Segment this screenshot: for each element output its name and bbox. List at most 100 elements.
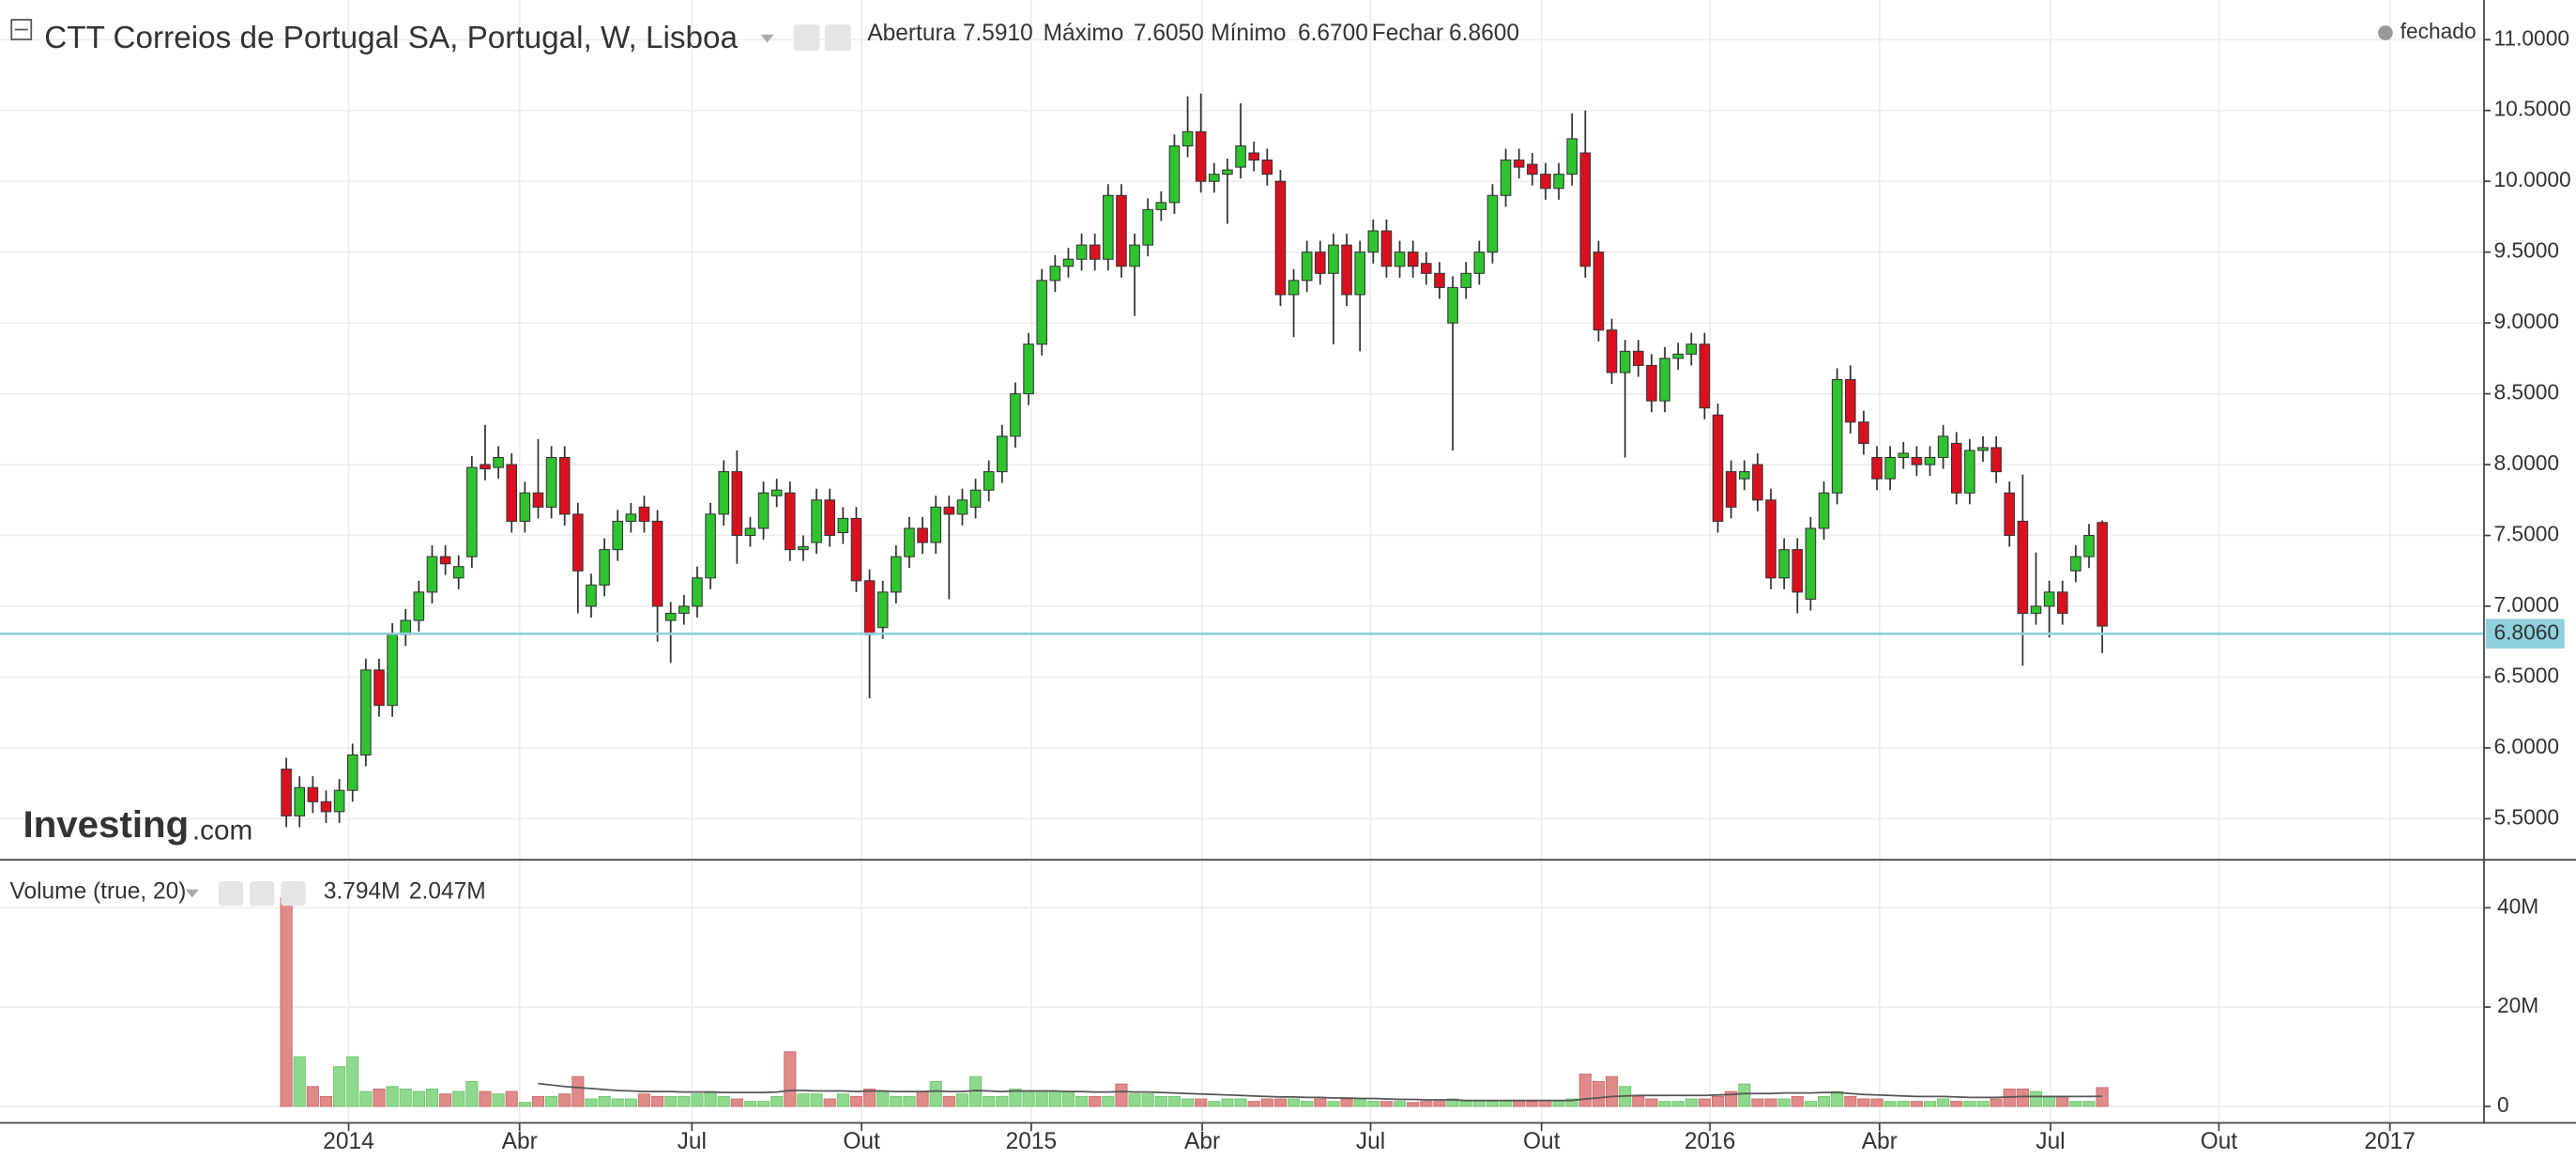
volume-bar: [810, 1093, 823, 1107]
ohlc-value: 7.6050: [1134, 21, 1204, 46]
dropdown-arrow[interactable]: [185, 889, 199, 898]
close-button[interactable]: [281, 880, 306, 907]
candle-body: [770, 489, 783, 496]
volume-bar: [1870, 1098, 1883, 1107]
candle-body: [612, 520, 623, 551]
volume-bar: [1738, 1083, 1751, 1107]
candle-body: [599, 549, 610, 586]
candle-body: [558, 456, 571, 515]
ohlc-value: 7.5910: [963, 21, 1033, 46]
volume-bar: [1208, 1101, 1221, 1107]
candle-body: [1301, 252, 1313, 282]
candle-body: [1791, 549, 1804, 593]
visibility-button[interactable]: [793, 24, 820, 52]
volume-bar: [704, 1090, 717, 1107]
settings-button[interactable]: [250, 880, 275, 907]
volume-bar: [1260, 1098, 1273, 1107]
volume-bar: [1910, 1101, 1923, 1107]
candle-body: [1407, 252, 1419, 267]
volume-bar: [1181, 1098, 1195, 1107]
candle-body: [1527, 163, 1538, 175]
candle-body: [1168, 145, 1181, 204]
volume-bar: [1486, 1101, 1500, 1107]
x-tick-label: Jul: [1356, 1129, 1385, 1154]
y-tick-label: 10.0000: [2493, 167, 2570, 191]
y-tick-label: 7.5000: [2493, 522, 2559, 546]
candle-body: [997, 435, 1008, 473]
volume-bar: [399, 1088, 412, 1107]
volume-bar: [1115, 1083, 1128, 1107]
volume-bar: [333, 1066, 346, 1107]
y-tick-label: 7.0000: [2493, 592, 2559, 617]
candle-body: [705, 513, 716, 579]
candle-body: [850, 517, 862, 582]
volume-bar: [1288, 1098, 1301, 1107]
visibility-button[interactable]: [218, 880, 244, 907]
volume-bar: [306, 1086, 319, 1107]
status-dot: [2378, 25, 2393, 40]
volume-bar: [558, 1093, 572, 1107]
candle-body: [1222, 169, 1233, 175]
candle-body: [1209, 174, 1220, 182]
candle-body: [1884, 456, 1896, 480]
volume-bar: [2082, 1101, 2096, 1107]
marks: [0, 93, 2484, 1107]
volume-bar: [585, 1098, 598, 1107]
candle-body: [731, 471, 743, 537]
volume-bar: [1804, 1101, 1817, 1107]
x-tick-label: Jul: [678, 1129, 707, 1154]
candle-body: [1023, 343, 1034, 395]
candle-body: [1778, 549, 1790, 579]
candle-body: [426, 556, 438, 593]
candle-body: [757, 492, 770, 529]
y-tick-label: 0: [2497, 1092, 2509, 1117]
candle-body: [1075, 244, 1088, 260]
candle-body: [1500, 160, 1512, 196]
candle-body: [1818, 492, 1830, 529]
settings-button[interactable]: [824, 24, 851, 52]
volume-bar: [1578, 1074, 1592, 1107]
volume-bar: [1751, 1098, 1764, 1107]
candle-body: [480, 464, 491, 470]
candle-body: [1858, 421, 1869, 444]
volume-bar: [1407, 1102, 1420, 1107]
volume-bar: [1857, 1098, 1870, 1107]
volume-bar: [717, 1095, 730, 1107]
candle-body: [1619, 350, 1631, 374]
candle-body: [572, 513, 584, 572]
volume-bar: [1950, 1101, 1963, 1107]
volume-bar: [1327, 1101, 1340, 1107]
volume-bar: [757, 1101, 770, 1107]
volume-bar: [1273, 1098, 1288, 1107]
volume-bar: [1989, 1098, 2003, 1107]
volume-bar: [784, 1051, 797, 1107]
volume-bar: [412, 1090, 425, 1107]
volume-bar: [1499, 1101, 1513, 1107]
candle-body: [413, 591, 425, 621]
volume-bar: [876, 1090, 890, 1107]
volume-bar: [1711, 1095, 1725, 1107]
candle-body: [1036, 280, 1047, 345]
volume-bar: [1632, 1095, 1645, 1107]
volume-bar: [903, 1095, 916, 1107]
candle-body: [863, 580, 876, 635]
volume-bar: [1009, 1088, 1022, 1107]
price-label: 6.8060: [2493, 619, 2559, 644]
candle-body: [1990, 447, 2002, 473]
candle-body: [1513, 160, 1525, 168]
candle-body: [307, 786, 319, 802]
y-tick-label: 20M: [2497, 993, 2538, 1017]
candle-body: [333, 789, 345, 813]
candle-body: [1712, 414, 1724, 522]
candle-body: [664, 613, 677, 621]
candle-body: [1845, 378, 1856, 423]
y-tick-label: 10.5000: [2493, 97, 2570, 121]
y-tick-label: 40M: [2497, 893, 2538, 918]
volume-bar: [359, 1090, 373, 1107]
volume-bar: [452, 1090, 465, 1107]
candle-body: [2083, 535, 2095, 557]
candle-body: [744, 527, 756, 537]
candle-body: [1672, 353, 1684, 359]
dropdown-arrow[interactable]: [760, 34, 774, 43]
